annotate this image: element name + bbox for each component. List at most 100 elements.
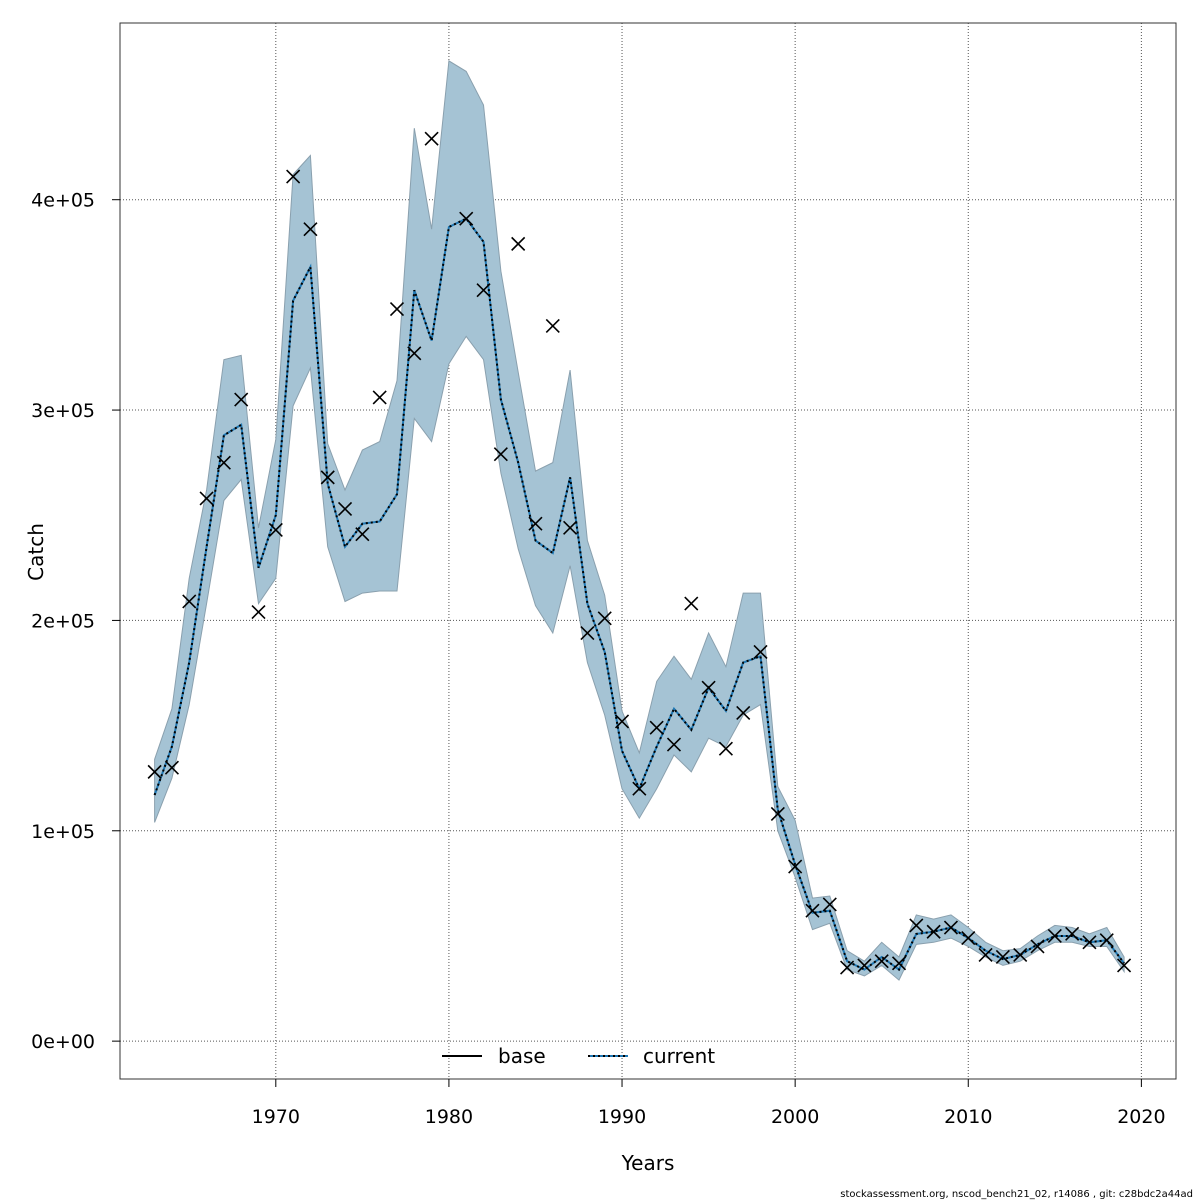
- observed-catch-point: [632, 781, 647, 796]
- marker-stroke: [614, 714, 630, 729]
- observed-catch-point: [701, 680, 716, 695]
- marker-stroke: [355, 527, 370, 542]
- marker-stroke: [597, 611, 612, 626]
- observed-catch-point: [978, 947, 993, 962]
- confidence-band: [154, 60, 1125, 981]
- marker-stroke: [182, 594, 197, 609]
- observed-catch-point: [840, 960, 855, 975]
- observed-catch-point: [251, 604, 266, 620]
- observed-catch-point: [372, 390, 387, 405]
- observed-catch-point: [234, 392, 249, 407]
- observed-catch-point: [891, 956, 907, 971]
- observed-catch-point: [424, 131, 439, 146]
- marker-stroke: [701, 680, 716, 695]
- observed-catch-point: [268, 522, 283, 538]
- footer-credit: stockassessment.org, nscod_bench21_02, r…: [840, 1189, 1193, 1200]
- observed-catch-point: [1065, 926, 1080, 941]
- marker-stroke: [164, 760, 180, 775]
- observed-catch-point: [1030, 939, 1045, 954]
- x-axis-title: Years: [621, 1151, 675, 1175]
- marker-stroke: [995, 949, 1010, 965]
- marker-stroke: [909, 918, 924, 933]
- marker-stroke: [978, 947, 993, 962]
- marker-stroke: [874, 954, 889, 969]
- observed-catch-point: [1047, 928, 1062, 944]
- observed-catch-point: [1082, 935, 1097, 950]
- marker-stroke: [545, 318, 560, 333]
- observed-catch-point: [355, 527, 370, 542]
- observed-catch-point: [770, 806, 785, 822]
- observed-catch-point: [563, 520, 578, 535]
- marker-stroke: [1082, 935, 1097, 950]
- observed-catch-point: [493, 447, 508, 462]
- observed-catch-point: [649, 720, 664, 735]
- marker-stroke: [649, 720, 664, 735]
- observed-catch-point: [857, 958, 872, 973]
- x-tick-label: 1970: [252, 1106, 300, 1128]
- observed-catch-point: [718, 741, 733, 756]
- marker-stroke: [857, 958, 872, 973]
- y-tick-label: 0e+00: [31, 1031, 95, 1053]
- observed-catch-point: [614, 714, 630, 729]
- observed-catch-point: [788, 859, 803, 874]
- marker-stroke: [943, 920, 959, 935]
- marker-stroke: [1116, 958, 1132, 973]
- marker-stroke: [1065, 926, 1080, 941]
- observed-catch-point: [961, 930, 976, 946]
- marker-stroke: [268, 522, 283, 538]
- observed-catch-point: [874, 954, 889, 969]
- marker-stroke: [840, 960, 855, 975]
- grid: [120, 23, 1176, 1079]
- observed-catch-point: [389, 302, 405, 317]
- marker-stroke: [1030, 939, 1045, 954]
- marker-stroke: [337, 501, 353, 516]
- marker-stroke: [753, 644, 768, 660]
- observed-catch-point: [407, 346, 422, 361]
- observed-catch-point: [995, 949, 1010, 965]
- observed-catch-point: [147, 764, 162, 779]
- observed-catch-point: [286, 169, 301, 184]
- marker-stroke: [1099, 933, 1114, 948]
- marker-stroke: [286, 169, 301, 184]
- observed-catch-point: [943, 920, 959, 935]
- marker-stroke: [320, 470, 335, 485]
- plot-frame: [119, 22, 1177, 1080]
- observed-catch-point: [164, 760, 180, 775]
- observed-catch-point: [476, 283, 491, 298]
- y-tick-label: 3e+05: [31, 400, 95, 422]
- y-tick-label: 4e+05: [31, 190, 95, 212]
- observed-catch-point: [666, 737, 682, 752]
- marker-stroke: [632, 781, 647, 796]
- marker-stroke: [424, 131, 439, 146]
- marker-stroke: [199, 491, 214, 506]
- marker-stroke: [528, 516, 543, 531]
- observed-catch-point: [753, 644, 768, 660]
- marker-stroke: [1013, 947, 1028, 962]
- marker-stroke: [718, 741, 733, 756]
- confidence-band-layer: [154, 60, 1125, 981]
- marker-stroke: [303, 222, 318, 237]
- marker-stroke: [511, 236, 526, 251]
- observed-catch-point: [1013, 947, 1028, 962]
- observed-catch-point: [736, 705, 751, 721]
- marker-stroke: [736, 705, 751, 721]
- observed-catch-point: [303, 222, 318, 237]
- marker-stroke: [234, 392, 249, 407]
- x-axis: 1970 1980 1990 2000 2010 2020: [252, 1079, 1166, 1128]
- x-tick-label: 2000: [771, 1106, 819, 1128]
- observed-catch-point: [822, 897, 837, 912]
- marker-stroke: [459, 211, 474, 226]
- y-axis-title: Catch: [24, 523, 48, 581]
- observed-catch-point: [1099, 933, 1114, 948]
- x-tick-label: 1980: [425, 1106, 473, 1128]
- marker-stroke: [251, 604, 266, 620]
- marker-stroke: [493, 447, 508, 462]
- observed-catch-point: [182, 594, 197, 609]
- legend-base-label: base: [498, 1044, 546, 1068]
- marker-stroke: [666, 737, 682, 752]
- marker-stroke: [407, 346, 422, 361]
- observed-catch-point: [511, 236, 526, 251]
- observation-markers: [147, 131, 1132, 975]
- observed-catch-point: [199, 491, 214, 506]
